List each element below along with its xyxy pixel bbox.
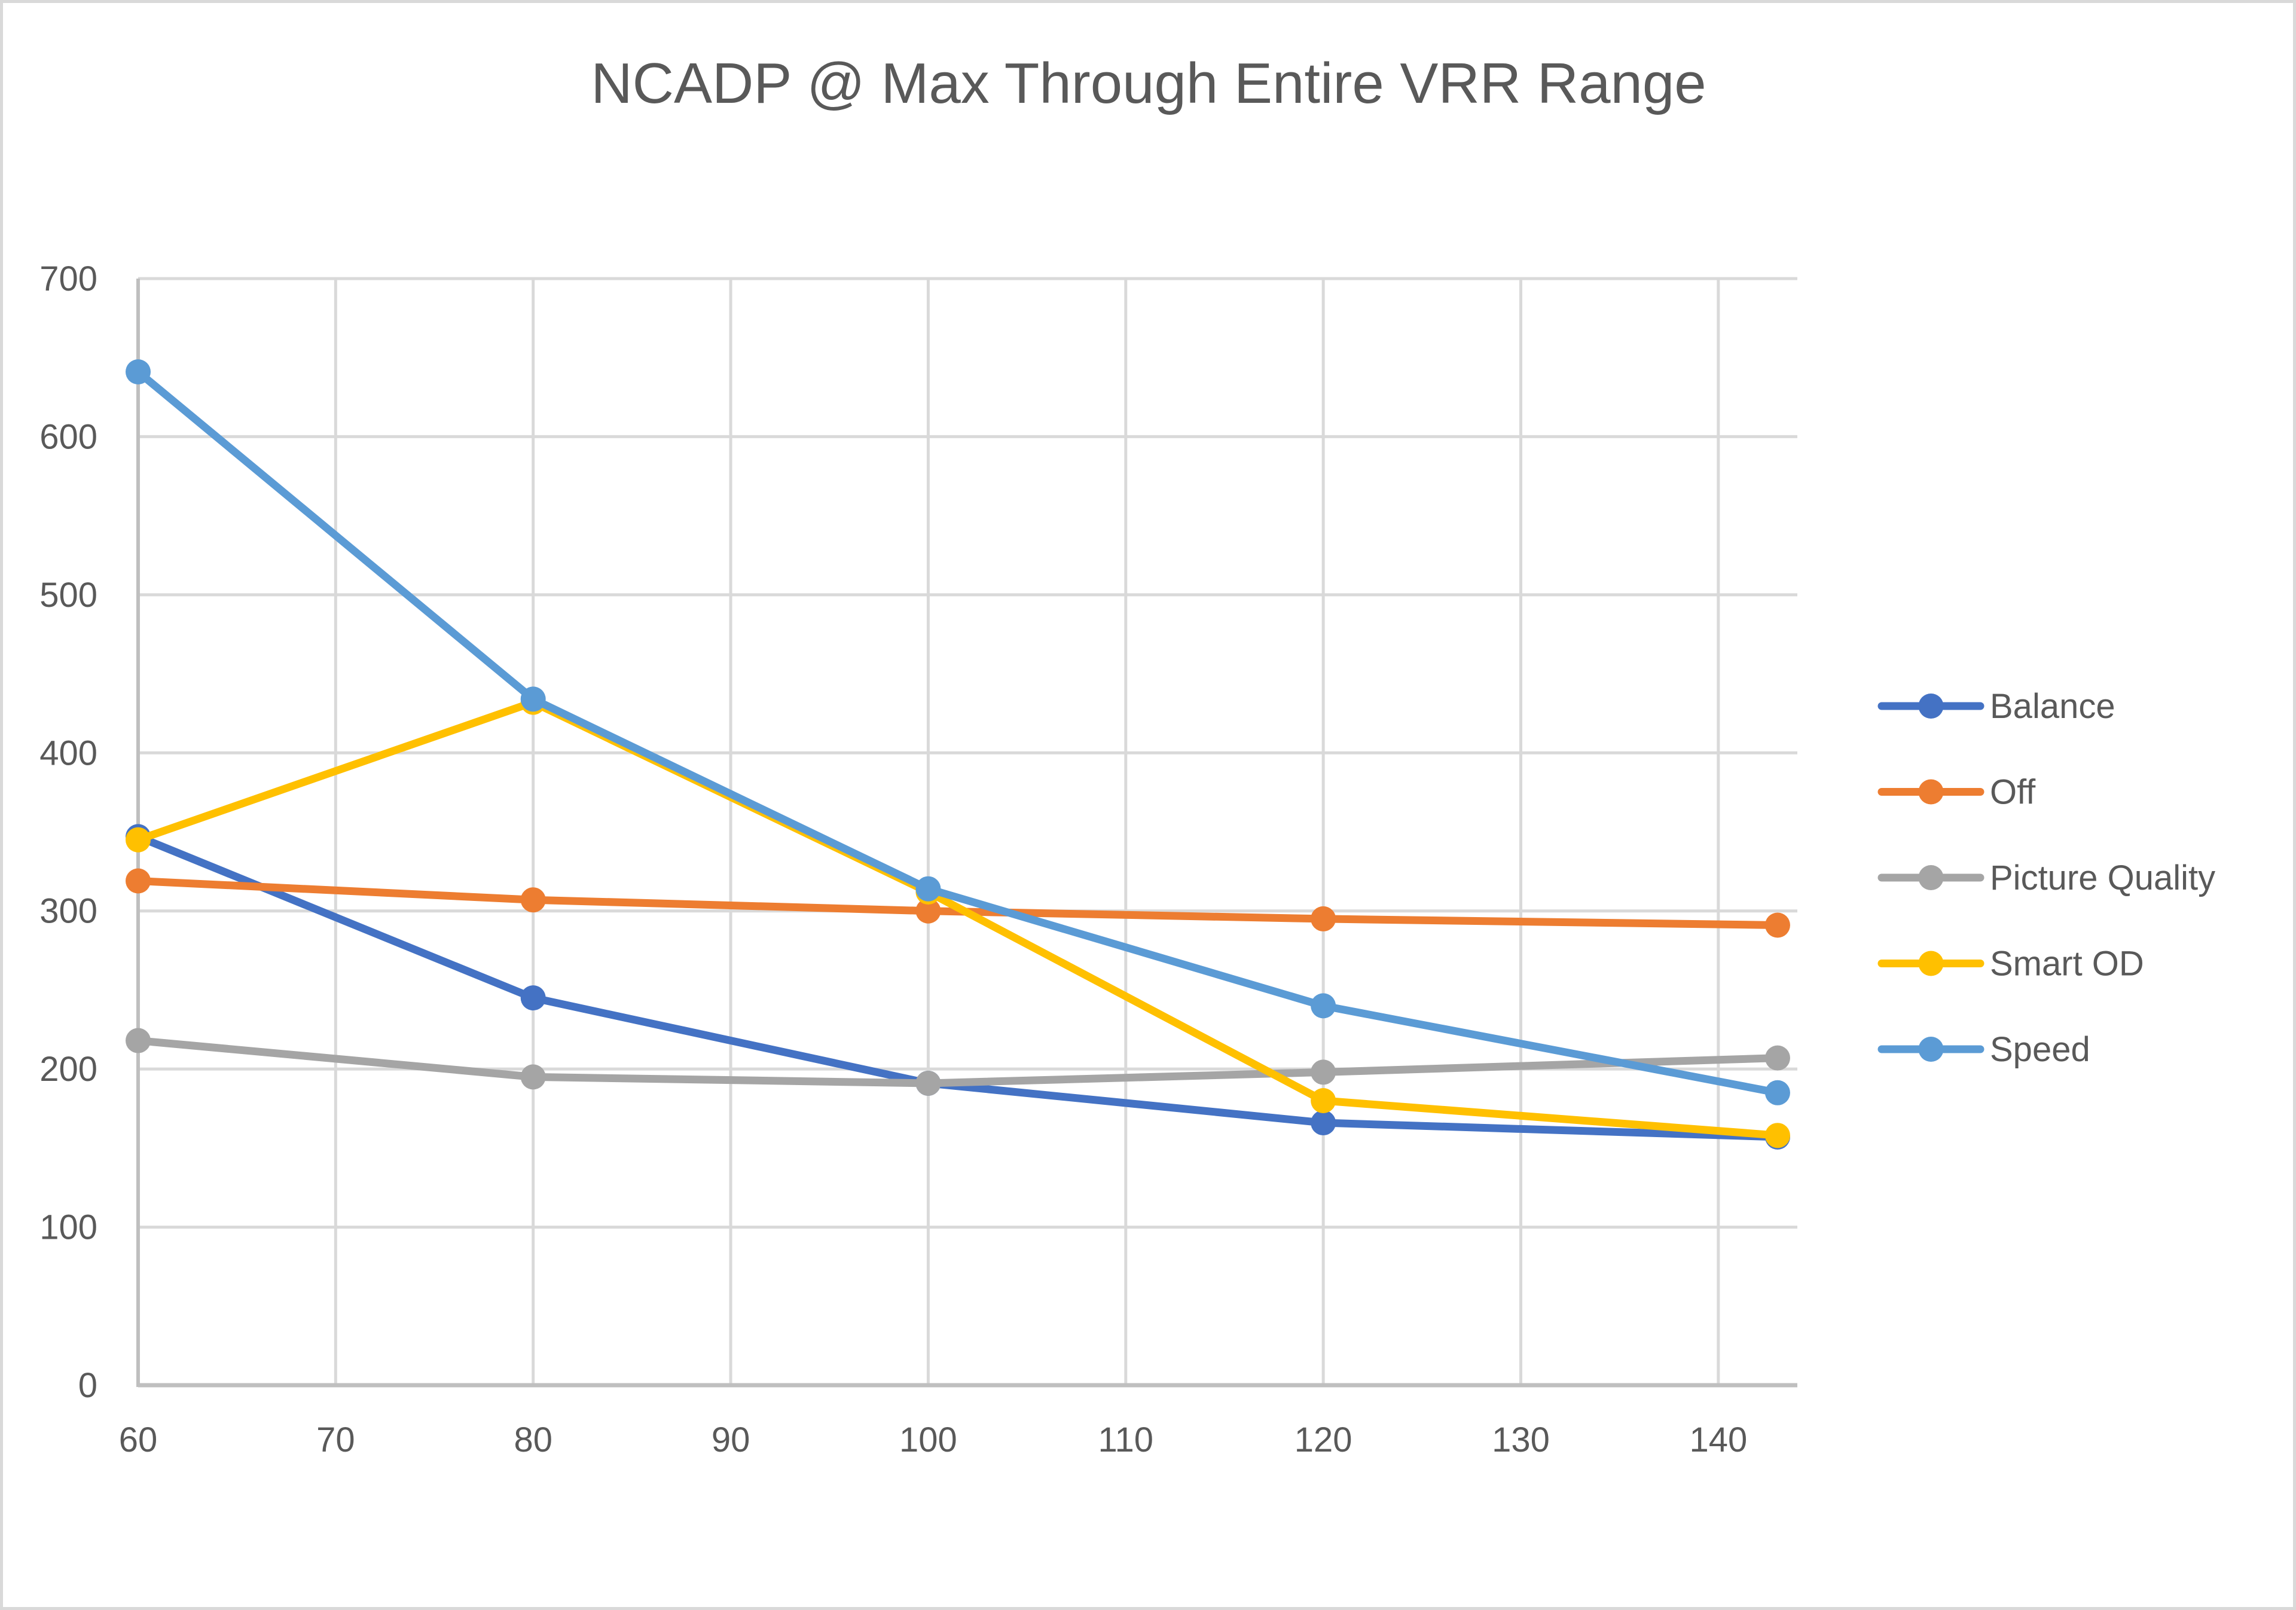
data-point xyxy=(1311,906,1336,931)
y-tick-label: 100 xyxy=(39,1208,97,1247)
data-point xyxy=(126,359,151,385)
x-tick-label: 140 xyxy=(1689,1420,1747,1459)
legend-marker-icon xyxy=(1918,951,1944,976)
series-off xyxy=(126,868,1790,938)
legend-item: Balance xyxy=(1877,687,2115,726)
legend-marker-icon xyxy=(1918,779,1944,805)
data-point xyxy=(520,1064,546,1090)
legend: Balance Off Picture Quality Smart OD Speed xyxy=(1877,687,2215,1069)
data-point xyxy=(1764,1080,1790,1105)
legend-label: Balance xyxy=(1990,687,2115,726)
data-point xyxy=(1764,912,1790,938)
data-point xyxy=(1764,1045,1790,1071)
x-tick-label: 130 xyxy=(1492,1420,1550,1459)
legend-label: Smart OD xyxy=(1990,945,2144,983)
legend-item: Off xyxy=(1877,773,2036,812)
data-point xyxy=(126,827,151,853)
x-tick-label: 60 xyxy=(119,1420,158,1459)
data-point xyxy=(915,898,941,924)
y-tick-label: 200 xyxy=(39,1050,97,1089)
legend-marker-icon xyxy=(1918,1037,1944,1062)
data-point xyxy=(126,1028,151,1053)
x-tick-label: 120 xyxy=(1294,1420,1352,1459)
x-tick-label: 90 xyxy=(712,1420,750,1459)
x-tick-label: 70 xyxy=(316,1420,355,1459)
legend-item: Picture Quality xyxy=(1877,859,2215,897)
data-point xyxy=(1764,1123,1790,1148)
gridlines xyxy=(138,277,1797,1385)
axes xyxy=(136,279,1797,1388)
y-tick-label: 700 xyxy=(39,259,97,298)
legend-item: Smart OD xyxy=(1877,945,2144,983)
series-balance xyxy=(126,824,1790,1150)
legend-marker-icon xyxy=(1918,865,1944,890)
data-point xyxy=(126,868,151,894)
data-point xyxy=(915,1070,941,1096)
legend-label: Speed xyxy=(1990,1030,2090,1069)
y-axis-tick-labels: 0 100 200 300 400 500 600 700 xyxy=(39,259,97,1405)
legend-marker-icon xyxy=(1918,694,1944,719)
data-point xyxy=(1311,1088,1336,1114)
x-axis-tick-labels: 60 70 80 90 100 110 120 130 140 xyxy=(119,1420,1748,1459)
chart-title: NCADP @ Max Through Entire VRR Range xyxy=(591,51,1706,115)
legend-item: Speed xyxy=(1877,1030,2090,1069)
y-tick-label: 600 xyxy=(39,417,97,456)
data-point xyxy=(1311,1110,1336,1136)
data-point xyxy=(915,876,941,902)
series-line xyxy=(134,368,1782,1097)
legend-label: Picture Quality xyxy=(1990,859,2215,897)
data-point xyxy=(1311,1059,1336,1085)
y-tick-label: 300 xyxy=(39,892,97,931)
y-tick-label: 400 xyxy=(39,734,97,772)
data-point xyxy=(520,985,546,1011)
legend-label: Off xyxy=(1990,773,2036,812)
y-tick-label: 500 xyxy=(39,576,97,615)
y-tick-label: 0 xyxy=(78,1366,97,1405)
series-speed xyxy=(126,359,1790,1105)
series-lines xyxy=(126,359,1790,1150)
data-point xyxy=(520,887,546,913)
data-point xyxy=(1311,993,1336,1019)
data-point xyxy=(520,686,546,712)
series-picture-quality xyxy=(126,1028,1790,1096)
x-tick-label: 80 xyxy=(514,1420,552,1459)
series-line xyxy=(134,876,1782,930)
series-line xyxy=(134,832,1782,1141)
x-tick-label: 100 xyxy=(899,1420,957,1459)
x-tick-label: 110 xyxy=(1098,1420,1153,1459)
